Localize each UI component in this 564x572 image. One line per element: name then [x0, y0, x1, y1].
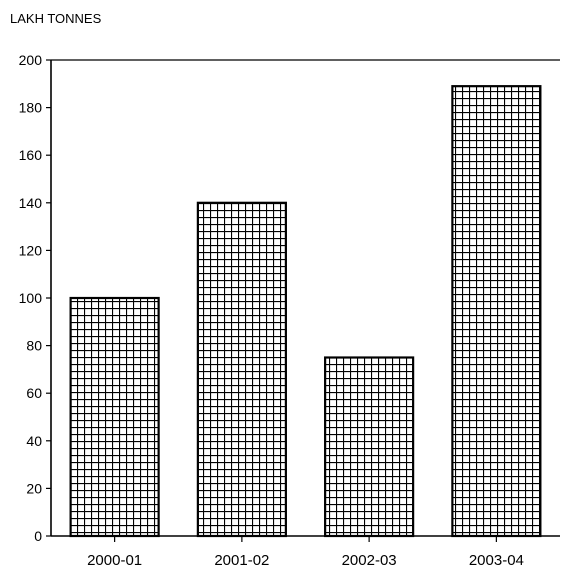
- y-axis-label: LAKH TONNES: [10, 11, 102, 26]
- y-tick-label: 80: [26, 338, 42, 354]
- y-tick-label: 0: [34, 528, 42, 544]
- y-tick-label: 20: [26, 480, 42, 496]
- bar-2001-02: [196, 201, 287, 538]
- y-tick-label: 160: [19, 147, 43, 163]
- y-tick-label: 180: [19, 100, 43, 116]
- y-tick-label: 60: [26, 385, 42, 401]
- x-tick-label: 2003-04: [469, 552, 524, 569]
- y-tick-label: 140: [19, 195, 43, 211]
- bar-2002-03: [324, 356, 415, 538]
- bar-2003-04: [451, 85, 542, 538]
- y-tick-label: 200: [19, 52, 43, 68]
- y-tick-label: 120: [19, 242, 43, 258]
- y-tick-label: 100: [19, 290, 43, 306]
- x-tick-label: 2001-02: [214, 552, 269, 569]
- bar-2000-01: [69, 296, 160, 538]
- x-tick-label: 2002-03: [342, 552, 397, 569]
- x-tick-label: 2000-01: [87, 552, 142, 569]
- y-tick-label: 40: [26, 433, 42, 449]
